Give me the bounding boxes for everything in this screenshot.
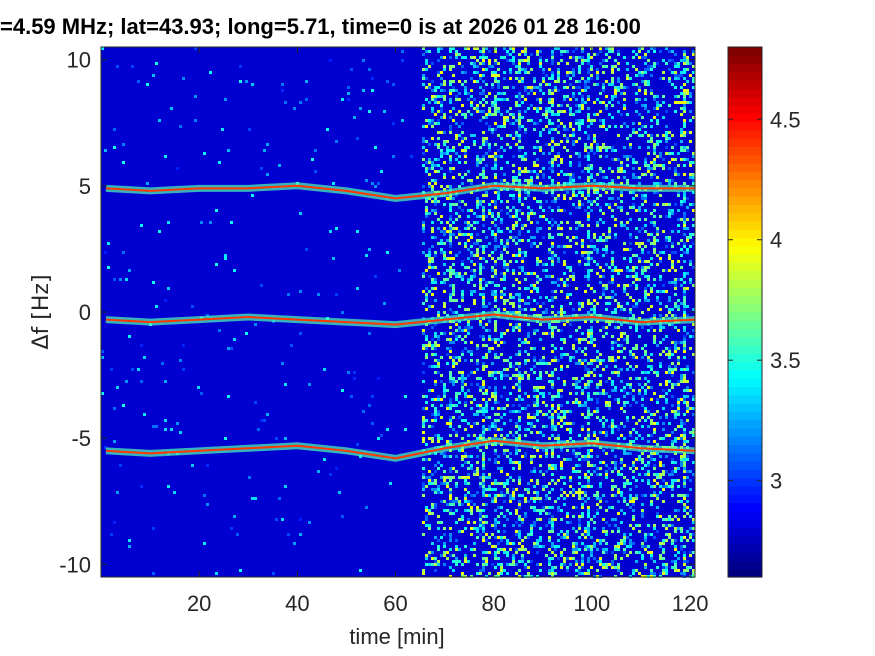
colorbar-segment: [728, 262, 762, 272]
x-tick-label: 20: [187, 591, 211, 616]
colorbar-segment: [728, 245, 762, 255]
x-axis: 20 40 60 80 100 120: [187, 47, 709, 616]
colorbar-segment: [728, 129, 762, 139]
colorbar-segment: [728, 204, 762, 214]
colorbar-segment: [728, 320, 762, 330]
y-tick-label: -10: [59, 552, 91, 577]
colorbar-segment: [728, 510, 762, 520]
colorbar-segment: [728, 229, 762, 239]
colorbar-segment: [728, 485, 762, 495]
colorbar-tick-label: 4.5: [770, 107, 801, 132]
y-tick-label: 5: [79, 174, 91, 199]
trace-line-2: [105, 439, 696, 460]
colorbar-segment: [728, 378, 762, 388]
trace-line-1: [105, 313, 696, 326]
heatmap-area: [101, 47, 695, 578]
colorbar-segment: [728, 47, 762, 56]
colorbar-segment: [728, 436, 762, 446]
colorbar-segment: [728, 568, 762, 578]
colorbar-frame: [727, 46, 763, 578]
colorbar-segment: [728, 146, 762, 156]
colorbar-segment: [728, 469, 762, 479]
colorbar-segment: [728, 336, 762, 346]
colorbar-tick-label: 4: [770, 228, 782, 253]
colorbar-tick-label: 3.5: [770, 348, 801, 373]
colorbar-segment: [728, 278, 762, 288]
colorbar-segment: [728, 328, 762, 338]
colorbar-segment: [728, 312, 762, 321]
y-tick-label: -5: [71, 426, 91, 451]
colorbar-segment: [728, 80, 762, 90]
colorbar-segment: [728, 535, 762, 545]
colorbar-segment: [728, 270, 762, 280]
x-tick-label: 100: [574, 591, 611, 616]
colorbar-segment: [728, 369, 762, 379]
colorbar-axis: 3 3.5 4 4.5: [728, 107, 801, 494]
colorbar-segment: [728, 121, 762, 131]
colorbar-segment: [728, 55, 762, 65]
colorbar-segment: [728, 353, 762, 363]
colorbar-segment: [728, 179, 762, 189]
colorbar-segment: [728, 527, 762, 537]
colorbar-segment: [728, 212, 762, 222]
colorbar-segment: [728, 113, 762, 123]
heatmap-noise: [101, 47, 695, 578]
y-tick-label: 10: [67, 48, 91, 73]
colorbar-segment: [728, 254, 762, 263]
colorbar-segment: [728, 560, 762, 570]
y-axis-label: Δf [Hz]: [29, 274, 55, 350]
colorbar-segment: [728, 187, 762, 197]
colorbar-segment: [728, 502, 762, 512]
x-tick-label: 40: [285, 591, 309, 616]
colorbar-segment: [728, 162, 762, 172]
colorbar-segment: [728, 88, 762, 98]
colorbar-segment: [728, 452, 762, 462]
colorbar-segment: [728, 494, 762, 504]
colorbar-segment: [728, 419, 762, 429]
colorbar-segment: [728, 552, 762, 562]
colorbar-segment: [728, 386, 762, 396]
colorbar-segment: [728, 63, 762, 73]
colorbar-segment: [728, 411, 762, 421]
chart-title: =4.59 MHz; lat=43.93; long=5.71, time=0 …: [0, 14, 641, 39]
colorbar-segment: [728, 444, 762, 454]
colorbar-segment: [728, 519, 762, 528]
colorbar-segment: [728, 461, 762, 470]
trace-line-0: [105, 184, 695, 200]
y-tick-label: 0: [79, 300, 91, 325]
x-axis-label: time [min]: [349, 624, 445, 649]
colorbar-segment: [728, 237, 762, 247]
colorbar-segment: [728, 361, 762, 371]
colorbar-segment: [728, 295, 762, 305]
colorbar-segment: [728, 477, 762, 487]
colorbar-tick-label: 3: [770, 469, 782, 494]
colorbar-segment: [728, 345, 762, 355]
x-tick-label: 120: [672, 591, 709, 616]
y-axis: 10 5 0 -5 -10: [59, 48, 695, 577]
x-tick-label: 60: [383, 591, 407, 616]
x-tick-label: 80: [481, 591, 505, 616]
colorbar-segment: [728, 220, 762, 230]
colorbar-segment: [728, 104, 762, 114]
colorbar-segment: [728, 138, 762, 147]
colorbar-segment: [728, 96, 762, 106]
colorbar: [727, 46, 763, 578]
colorbar-segment: [728, 196, 762, 205]
trace-layer: [105, 182, 696, 462]
colorbar-segment: [728, 403, 762, 412]
colorbar-segment: [728, 394, 762, 404]
colorbar-segment: [728, 427, 762, 437]
colorbar-segment: [728, 543, 762, 553]
colorbar-segment: [728, 154, 762, 164]
colorbar-segment: [728, 171, 762, 181]
heatmap-background: [101, 47, 695, 577]
colorbar-segment: [728, 303, 762, 313]
colorbar-segment: [728, 71, 762, 81]
colorbar-segment: [728, 287, 762, 297]
